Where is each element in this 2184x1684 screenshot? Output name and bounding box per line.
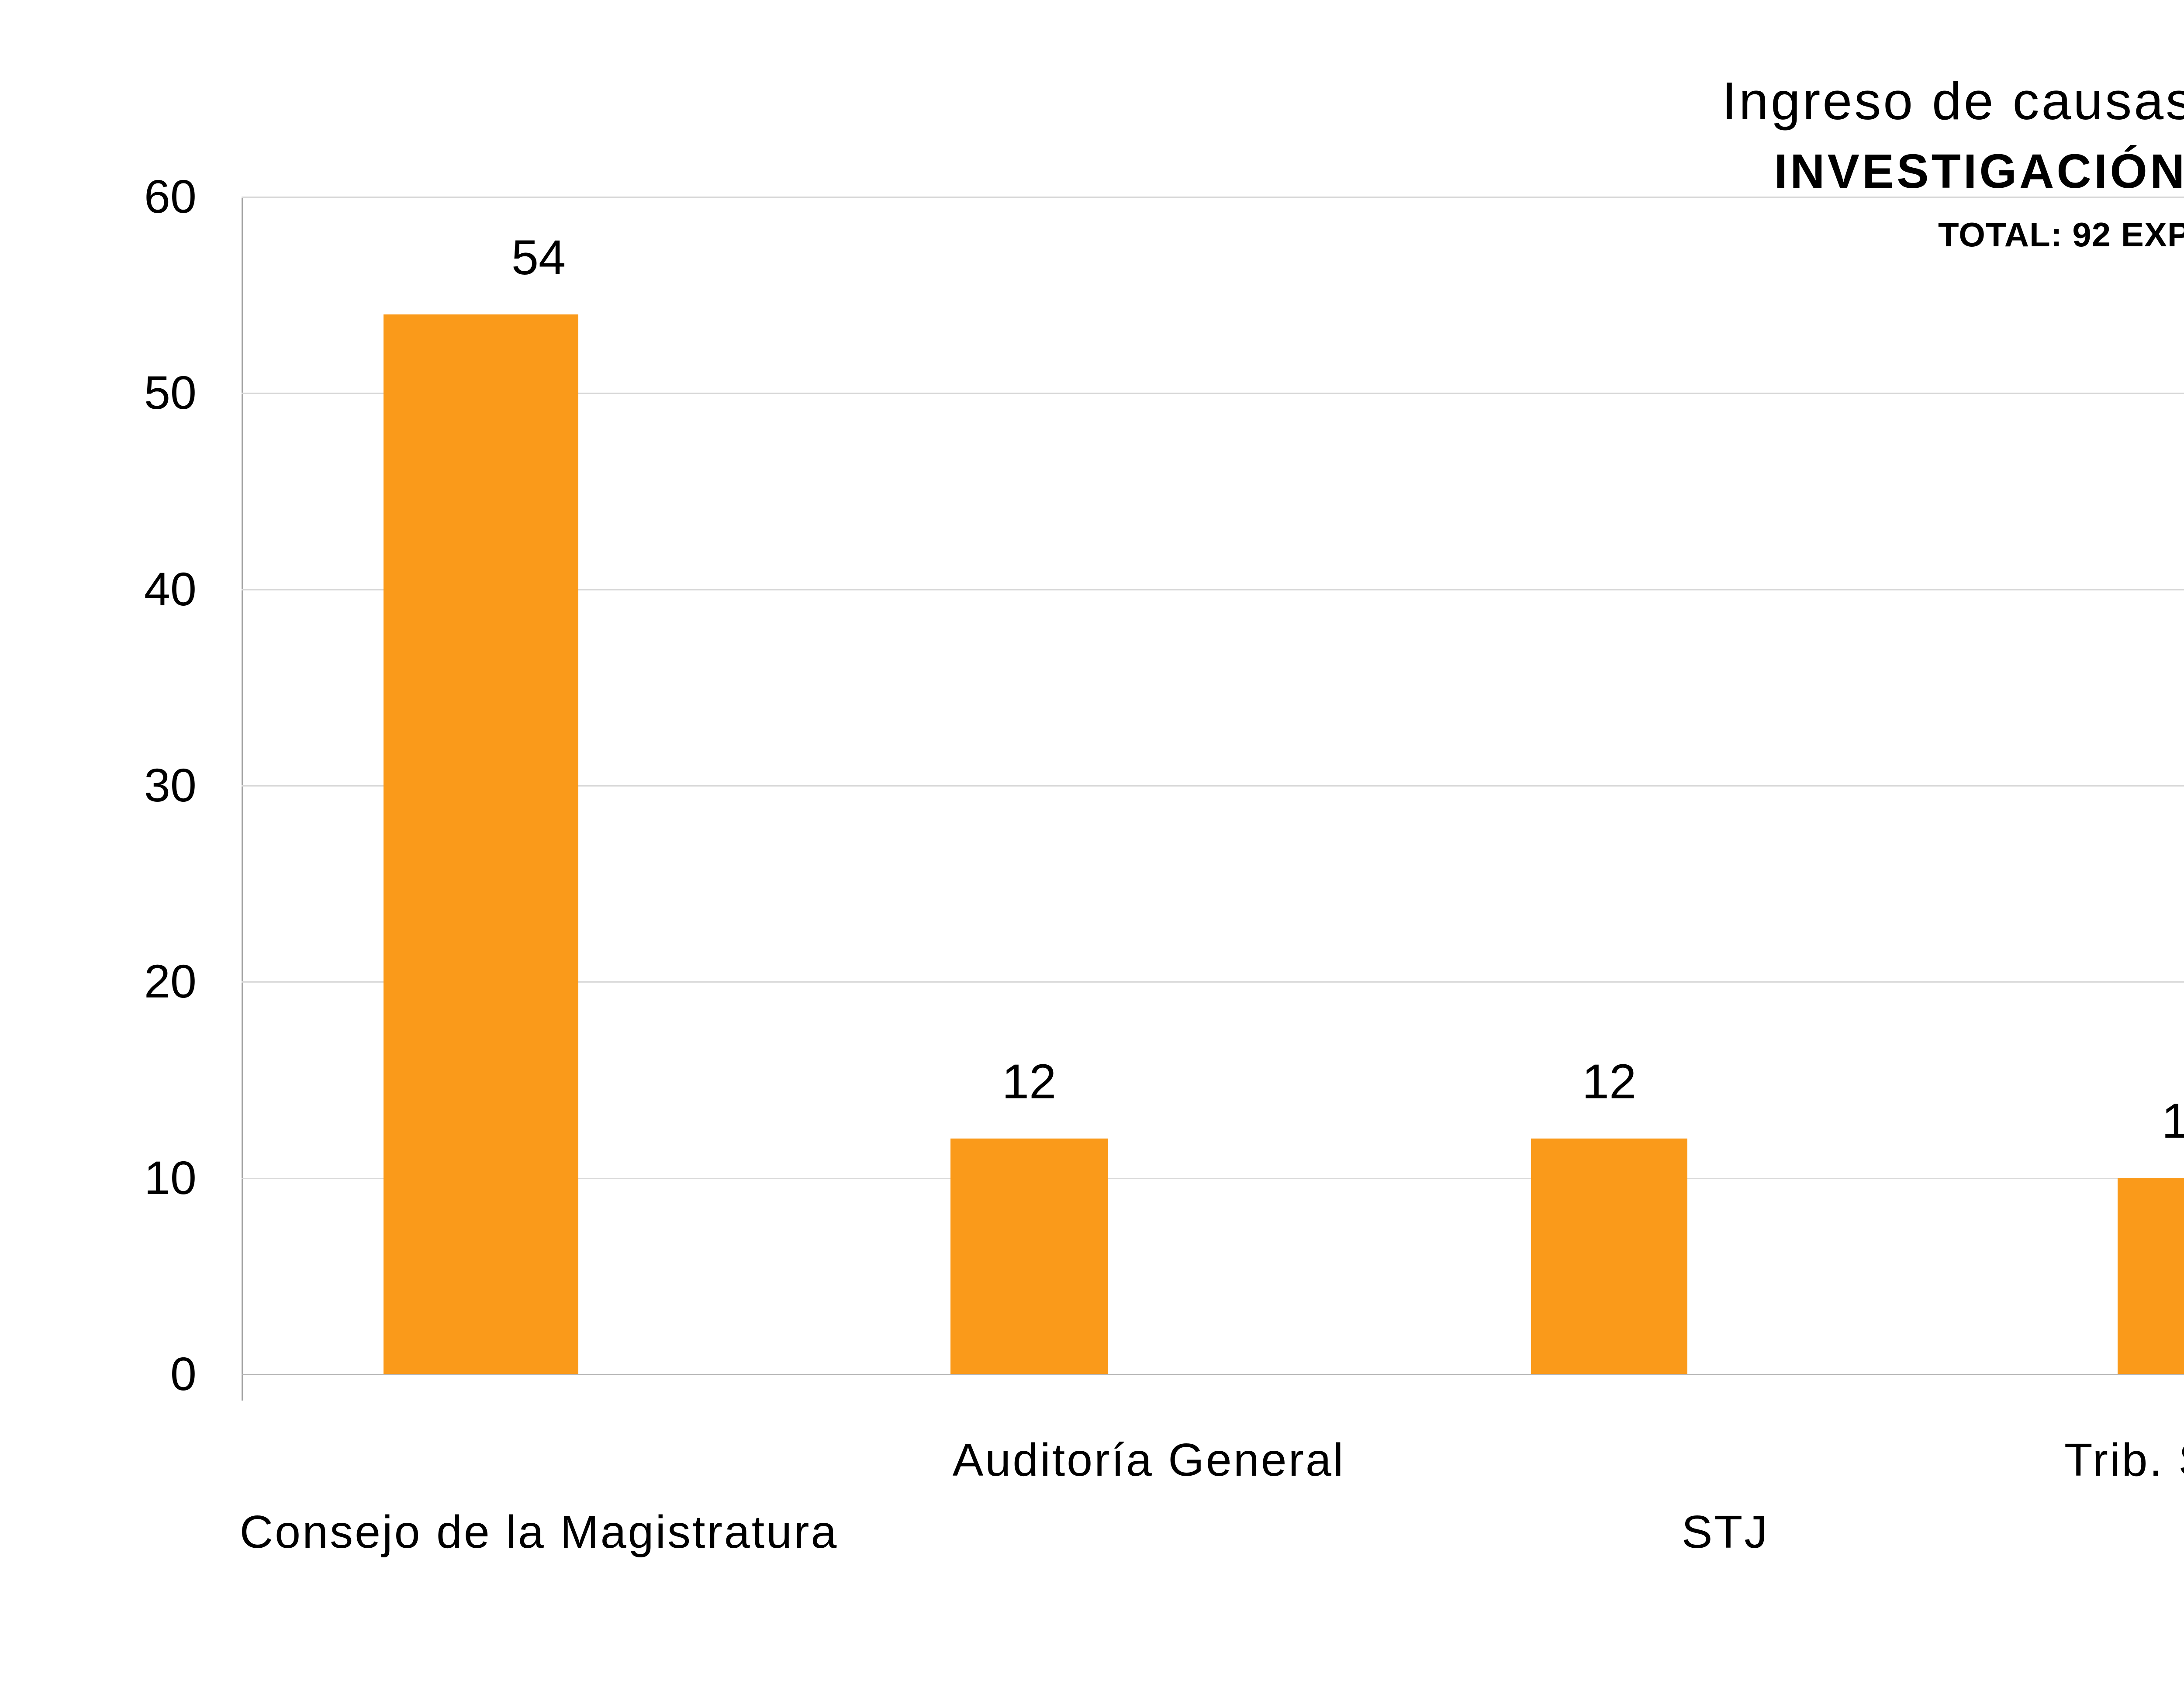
x-axis-category-label: Auditoría General	[952, 1434, 1345, 1486]
x-axis-category-label: Consejo de la Magistratura	[239, 1506, 839, 1558]
chart-title-block: Ingreso de causas por organismo INVESTIG…	[939, 0, 2184, 252]
y-axis-tick-label: 50	[144, 366, 197, 419]
gridline	[242, 785, 2184, 787]
page-title: Ingreso de causas por organismo	[1722, 71, 2184, 131]
y-axis-tick-label: 30	[144, 759, 197, 811]
chart-subtitle: INVESTIGACIÓN PRELIMINAR	[1774, 145, 2184, 198]
x-axis-baseline	[242, 1374, 2184, 1375]
gridline	[242, 981, 2184, 983]
bar-value-label: 12	[1002, 1054, 1057, 1109]
y-axis-labels: 0 10 20 30 40 50 60	[0, 173, 197, 1398]
bar-value-label: 54	[511, 230, 566, 285]
bar-value-label: 12	[1582, 1054, 1637, 1109]
gridline	[242, 1177, 2184, 1179]
bar	[384, 314, 578, 1374]
y-axis-tick-label: 40	[144, 562, 197, 615]
y-axis-tick-label: 0	[170, 1347, 197, 1400]
chart-total-annotation: TOTAL: 92 EXPEDIENTES	[1938, 215, 2184, 254]
y-axis-tick-label: 20	[144, 955, 197, 1008]
x-axis-category-label: STJ	[1681, 1506, 1769, 1558]
bar	[1531, 1138, 1687, 1374]
y-axis-tick-label: 10	[144, 1151, 197, 1204]
bar	[2118, 1177, 2184, 1374]
x-axis-category-label: Trib. Superint. General	[2064, 1434, 2184, 1486]
y-axis-line	[242, 197, 243, 1401]
gridline	[242, 393, 2184, 394]
gridline	[242, 197, 2184, 198]
plot-area	[242, 197, 2184, 1375]
bar-value-label: 10	[2161, 1093, 2184, 1148]
gridline	[242, 589, 2184, 590]
y-axis-tick-label: 60	[144, 170, 197, 223]
bar	[950, 1138, 1108, 1374]
